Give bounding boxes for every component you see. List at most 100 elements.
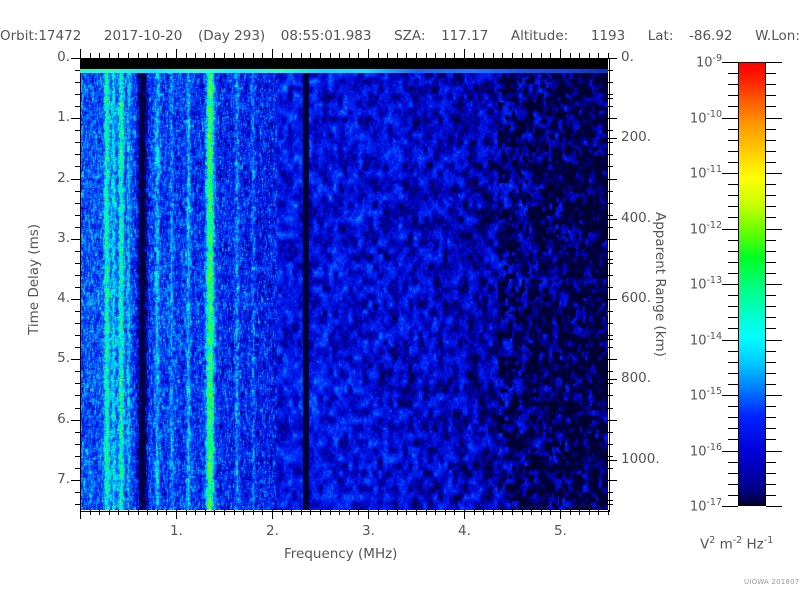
x-minor-tick — [291, 510, 292, 515]
colorbar-minor-tick-right — [766, 240, 776, 241]
y-left-major-tick — [71, 118, 80, 119]
y-left-tick-label-7: 7. — [57, 470, 70, 487]
colorbar-minor-tick-left — [728, 273, 738, 274]
y-left-tick-label-6: 6. — [57, 410, 70, 427]
colorbar-tick-label-0: 10-9 — [695, 53, 722, 71]
y-right-inner-tick — [608, 82, 613, 83]
y-right-inner-tick — [608, 203, 613, 204]
y-right-major-tick-5 — [608, 460, 617, 461]
x-minor-tick — [186, 510, 187, 515]
colorbar-tick-label-6: 10-15 — [689, 386, 722, 404]
unit-m-exp: -2 — [732, 535, 743, 546]
colorbar-minor-tick-right — [766, 384, 776, 385]
x-minor-tick — [138, 510, 139, 515]
unit-hz-exp: -1 — [763, 535, 774, 546]
y-right-inner-tick — [608, 408, 613, 409]
colorbar-minor-tick-right — [766, 84, 776, 85]
x-top-tick — [176, 49, 177, 58]
y-left-minor-tick — [75, 154, 80, 155]
y-left-minor-tick — [75, 395, 80, 396]
y-right-minor-tick — [608, 98, 613, 99]
x-top-tick — [205, 53, 206, 58]
x-top-tick — [118, 53, 119, 58]
x-top-tick — [589, 53, 590, 58]
colorbar-minor-tick-right — [766, 195, 776, 196]
x-top-tick — [80, 49, 81, 58]
x-minor-tick — [474, 510, 475, 515]
observation-date: 2017-10-20 — [103, 28, 183, 44]
colorbar-minor-tick-left — [728, 306, 738, 307]
y-right-inner-tick — [608, 239, 617, 240]
x-tick-label-2: 3. — [362, 523, 375, 539]
unit-v-exp: 2 — [709, 535, 716, 546]
x-top-tick — [483, 53, 484, 58]
colorbar-major-tick-right-3 — [766, 229, 782, 230]
colorbar-minor-tick-right — [766, 273, 776, 274]
x-minor-tick — [349, 510, 350, 515]
x-top-tick — [234, 53, 235, 58]
x-major-tick — [176, 510, 177, 519]
unit-v: V — [700, 536, 710, 553]
west-longitude-label: W.Lon: — [755, 28, 800, 44]
x-minor-tick — [243, 510, 244, 515]
colorbar — [738, 62, 766, 506]
colorbar-minor-tick-right — [766, 373, 776, 374]
x-top-tick — [579, 53, 580, 58]
y-right-inner-tick — [608, 118, 617, 119]
y-right-inner-tick — [608, 347, 613, 348]
y-left-minor-tick — [75, 432, 80, 433]
x-minor-tick — [205, 510, 206, 515]
y-right-inner-tick — [608, 287, 613, 288]
colorbar-major-tick-right-8 — [766, 506, 782, 507]
y-left-major-tick — [71, 179, 80, 180]
altitude-label: Altitude: — [510, 28, 569, 44]
latitude-value: -86.92 — [689, 28, 733, 44]
x-major-tick — [464, 510, 465, 519]
x-minor-tick — [416, 510, 417, 515]
x-minor-tick — [378, 510, 379, 515]
orbit-label: Orbit: — [0, 28, 39, 44]
colorbar-minor-tick-left — [728, 484, 738, 485]
x-minor-tick — [397, 510, 398, 515]
x-axis-title: Frequency (MHz) — [284, 546, 398, 562]
y-right-inner-tick — [608, 359, 617, 360]
colorbar-minor-tick-right — [766, 73, 776, 74]
y-right-inner-tick — [608, 106, 613, 107]
sza-value: 117.17 — [441, 28, 489, 44]
x-top-tick — [522, 53, 523, 58]
colorbar-minor-tick-left — [728, 162, 738, 163]
y-left-tick-label-5: 5. — [57, 350, 70, 367]
x-minor-tick — [445, 510, 446, 515]
y-axis-right-title: Apparent Range (km) — [652, 212, 668, 357]
colorbar-minor-tick-right — [766, 417, 776, 418]
colorbar-minor-tick-left — [728, 217, 738, 218]
colorbar-minor-tick-right — [766, 129, 776, 130]
y-left-minor-tick — [75, 335, 80, 336]
y-right-major-tick-0 — [608, 58, 617, 59]
colorbar-minor-tick-left — [728, 462, 738, 463]
x-top-tick — [464, 49, 465, 58]
zero-delay-saturation-band — [80, 58, 608, 69]
y-right-inner-tick — [608, 263, 613, 264]
x-minor-tick — [282, 510, 283, 515]
y-left-minor-tick — [75, 251, 80, 252]
x-top-tick — [416, 53, 417, 58]
x-minor-tick — [157, 510, 158, 515]
y-right-major-tick-4 — [608, 379, 617, 380]
y-right-inner-tick — [608, 154, 613, 155]
y-left-minor-tick — [75, 383, 80, 384]
x-top-tick — [387, 53, 388, 58]
y-left-tick-label-2: 2. — [57, 169, 70, 186]
colorbar-minor-tick-right — [766, 151, 776, 152]
y-left-tick-label-1: 1. — [57, 109, 70, 126]
colorbar-major-tick-right-5 — [766, 340, 782, 341]
x-top-tick — [493, 53, 494, 58]
ionogram-heatmap — [80, 58, 608, 510]
x-top-tick — [157, 53, 158, 58]
colorbar-tick-label-3: 10-12 — [689, 220, 722, 238]
x-major-tick — [272, 510, 273, 519]
x-minor-tick — [358, 510, 359, 515]
surface-echo-line — [80, 69, 608, 73]
y-right-inner-tick — [608, 166, 613, 167]
colorbar-major-tick-left-3 — [722, 229, 738, 230]
